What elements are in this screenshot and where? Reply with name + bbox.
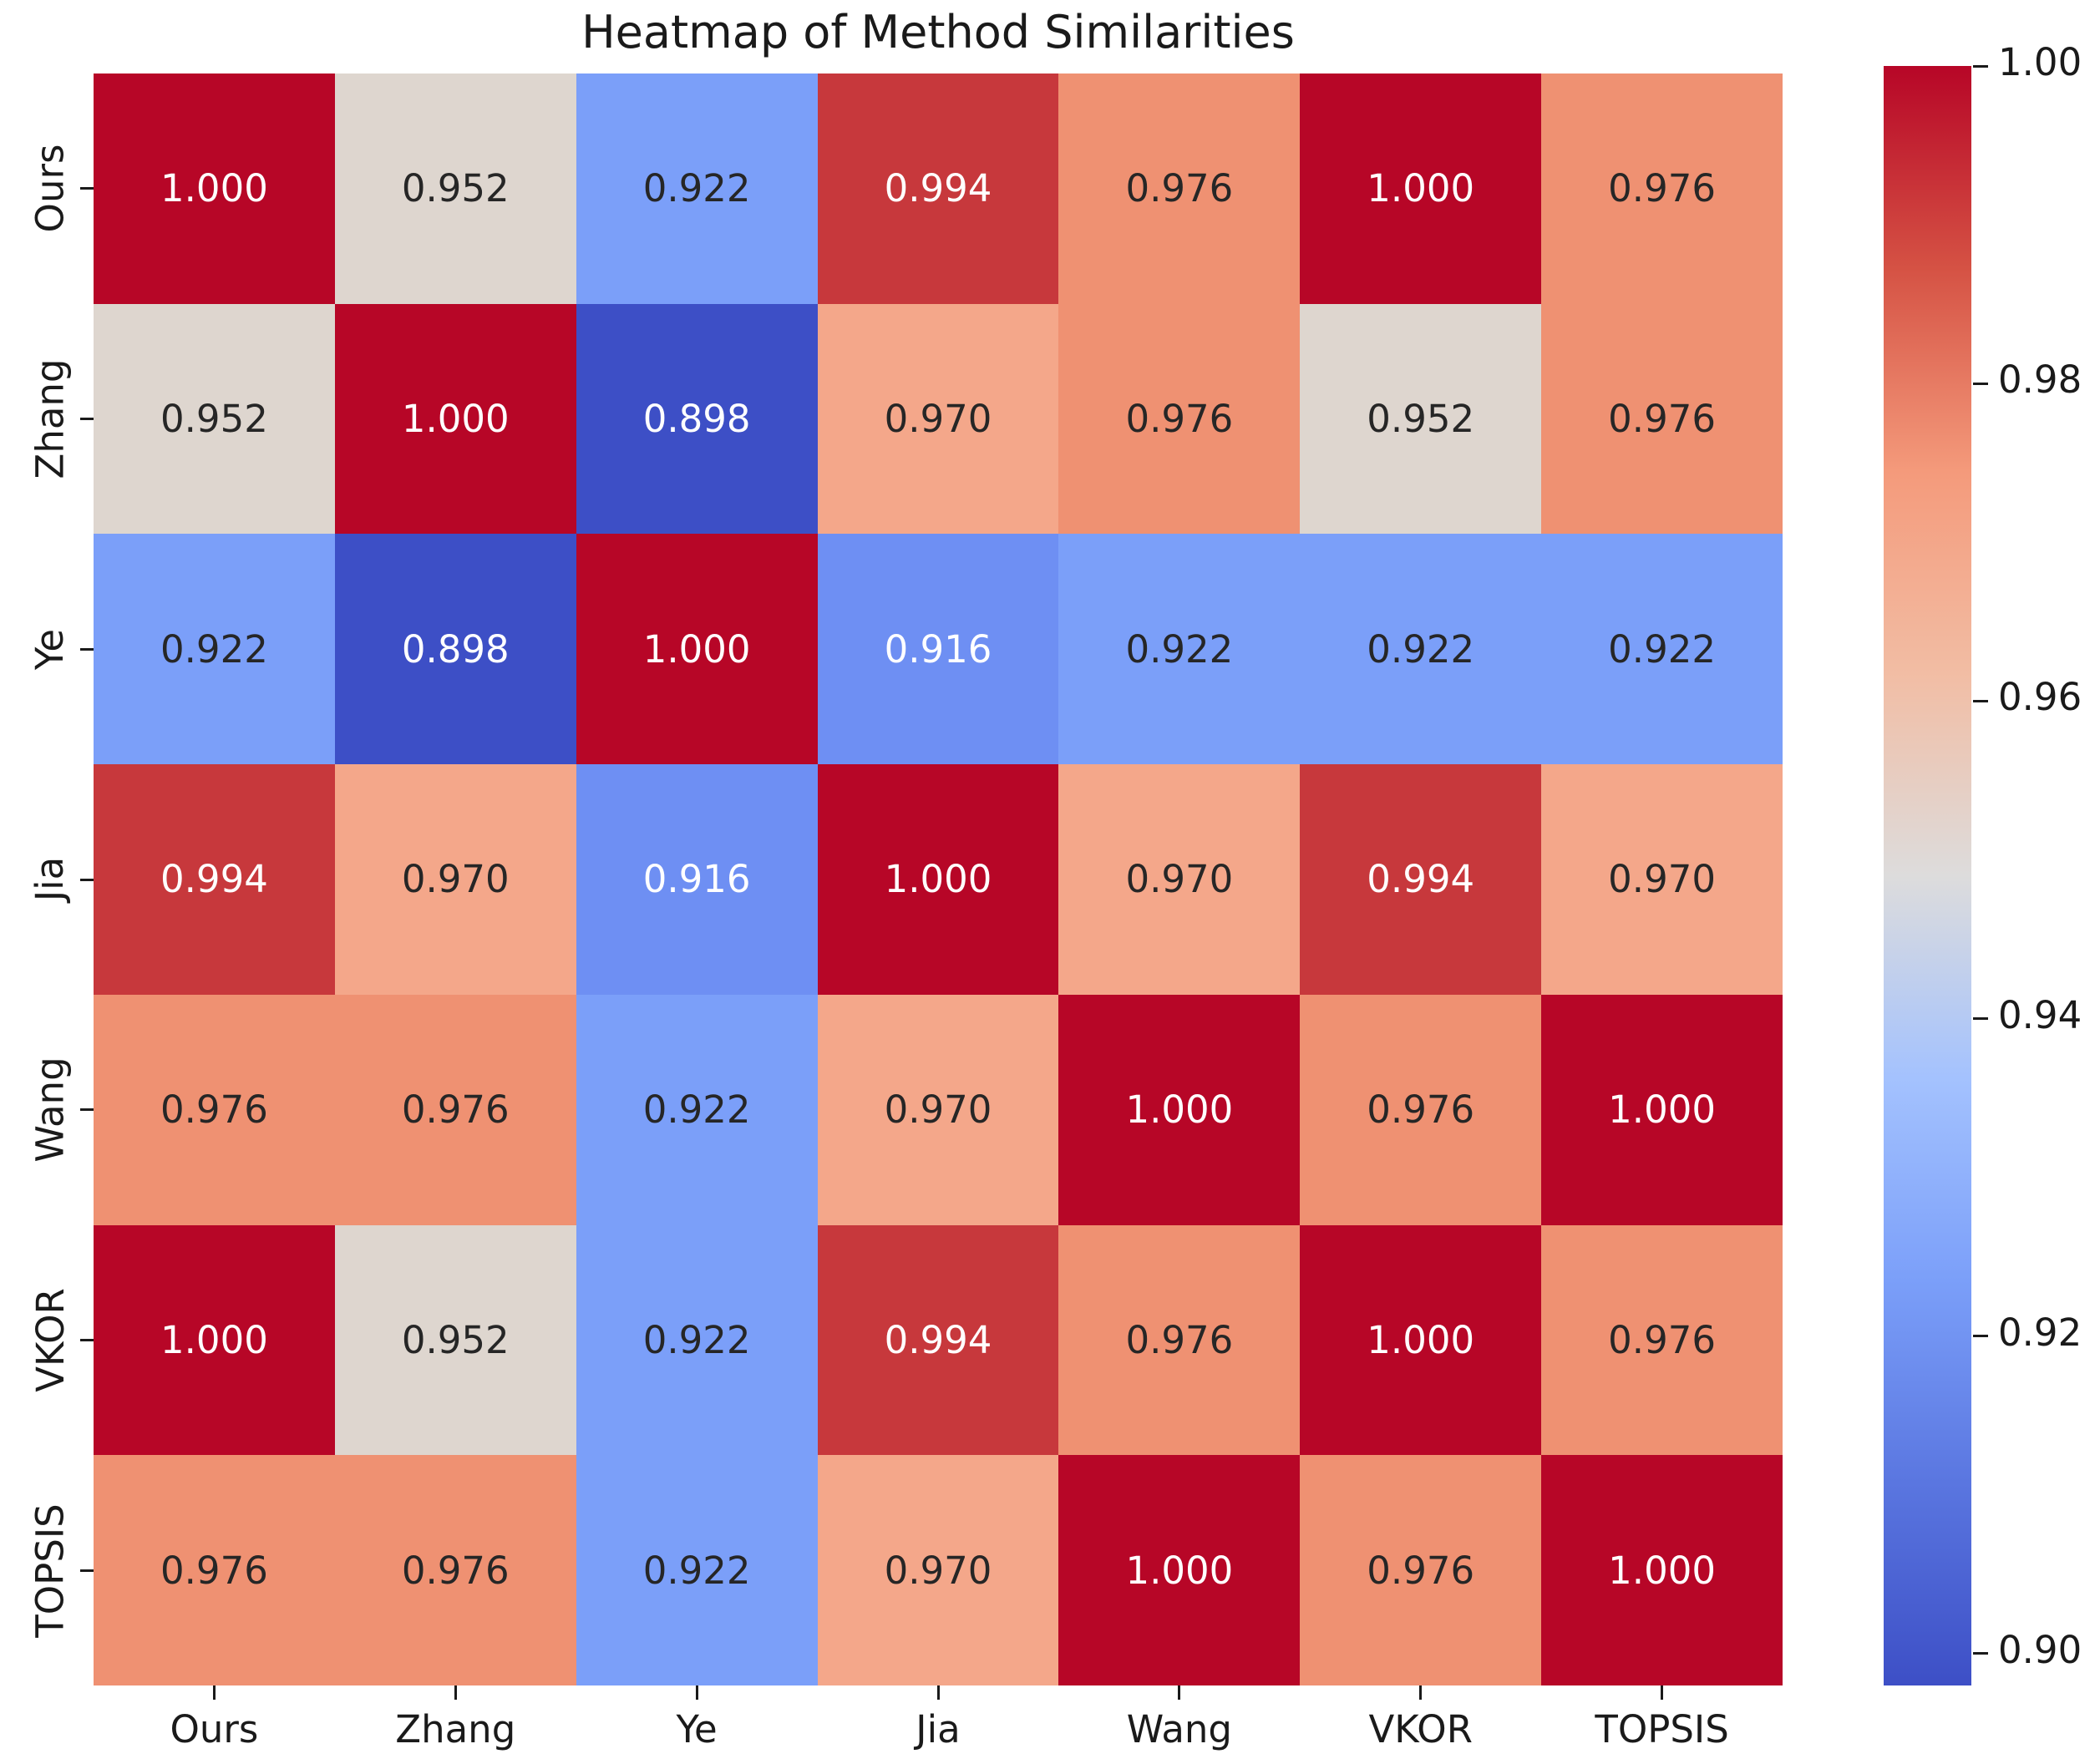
y-tick-mark [80,1569,94,1572]
x-tick-mark [1178,1685,1181,1700]
x-tick-label-Zhang: Zhang [395,1707,516,1751]
y-tick-label-text: Ye [28,628,73,670]
colorbar-tick-mark [1973,64,1988,68]
y-tick-label-text: TOPSIS [28,1503,73,1638]
colorbar-tick-mark [1973,1652,1988,1655]
heatmap-cell-VKOR-VKOR: 1.000 [1300,1224,1542,1456]
heatmap-cell-Ye-Ours: 0.922 [94,534,335,765]
heatmap-cell-Zhang-TOPSIS: 0.976 [1541,303,1783,535]
x-tick-label-Ye: Ye [676,1707,718,1751]
heatmap-cell-Jia-Jia: 1.000 [817,764,1059,995]
colorbar-tick-label: 0.98 [1998,357,2082,403]
colorbar-tick-label: 0.94 [1998,992,2082,1037]
y-tick-label-text: Jia [28,857,73,902]
heatmap-cell-Zhang-Ours: 0.952 [94,303,335,535]
heatmap-cell-Ours-VKOR: 1.000 [1300,74,1542,304]
heatmap-cell-TOPSIS-Ours: 0.976 [94,1455,335,1685]
colorbar-tick-label: 0.90 [1998,1627,2082,1672]
x-tick-label-Wang: Wang [1126,1707,1232,1751]
heatmap-cell-VKOR-Jia: 0.994 [817,1224,1059,1456]
heatmap-cell-Jia-Wang: 0.970 [1058,764,1301,995]
heatmap-cell-Zhang-Wang: 0.976 [1058,303,1301,535]
y-tick-label-text: Ours [28,144,73,233]
heatmap-cell-VKOR-Wang: 0.976 [1058,1224,1301,1456]
heatmap-cell-TOPSIS-VKOR: 0.976 [1300,1455,1542,1685]
y-tick-label-text: Zhang [28,358,73,479]
heatmap-cell-TOPSIS-Ye: 0.922 [576,1455,818,1685]
heatmap-cell-Jia-Ye: 0.916 [576,764,818,995]
heatmap-cell-Wang-VKOR: 0.976 [1300,994,1542,1225]
heatmap-cell-Ours-Ours: 1.000 [94,74,335,304]
heatmap-cell-Wang-Wang: 1.000 [1058,994,1301,1225]
heatmap-cell-Ye-VKOR: 0.922 [1300,534,1542,765]
heatmap-cell-Ye-Ye: 1.000 [576,534,818,765]
heatmap-cell-VKOR-Ours: 1.000 [94,1224,335,1456]
heatmap-cell-TOPSIS-Wang: 1.000 [1058,1455,1301,1685]
heatmap-cell-Wang-Jia: 0.970 [817,994,1059,1225]
x-tick-label-TOPSIS: TOPSIS [1595,1707,1729,1751]
heatmap-cell-VKOR-TOPSIS: 0.976 [1541,1224,1783,1456]
heatmap-cell-Ye-Jia: 0.916 [817,534,1059,765]
heatmap-cell-Zhang-Jia: 0.970 [817,303,1059,535]
heatmap-grid: 1.000 0.952 0.922 0.994 0.976 1.000 0.976 0.952… [94,74,1783,1685]
heatmap-cell-Jia-TOPSIS: 0.970 [1541,764,1783,995]
y-tick-mark [80,1108,94,1112]
x-tick-mark [1419,1685,1423,1700]
heatmap-cell-Wang-Zhang: 0.976 [334,994,576,1225]
colorbar-tick-mark [1973,1017,1988,1021]
colorbar-tick-label: 0.96 [1998,675,2082,720]
colorbar-tick-label: 1.00 [1998,40,2082,84]
y-tick-mark [80,187,94,190]
colorbar-tick-mark [1973,699,1988,702]
heatmap-cell-Ye-Wang: 0.922 [1058,534,1301,765]
y-tick-mark [80,418,94,421]
heatmap-cell-Zhang-Zhang: 1.000 [334,303,576,535]
heatmap-cell-Ours-Jia: 0.994 [817,74,1059,304]
heatmap-cell-Wang-Ours: 0.976 [94,994,335,1225]
heatmap-cell-Ye-TOPSIS: 0.922 [1541,534,1783,765]
colorbar-tick-mark [1973,1335,1988,1338]
y-tick-label-text: Wang [28,1057,73,1163]
colorbar-tick-label: 0.92 [1998,1310,2082,1355]
heatmap-cell-TOPSIS-TOPSIS: 1.000 [1541,1455,1783,1685]
heatmap-cell-VKOR-Zhang: 0.952 [334,1224,576,1456]
heatmap-cell-Jia-VKOR: 0.994 [1300,764,1542,995]
heatmap-cell-TOPSIS-Jia: 0.970 [817,1455,1059,1685]
x-tick-label-Jia: Jia [916,1707,961,1751]
x-tick-mark [454,1685,457,1700]
heatmap-cell-Ye-Zhang: 0.898 [334,534,576,765]
chart-title: Heatmap of Method Similarities [581,6,1295,58]
x-tick-mark [1661,1685,1664,1700]
y-tick-mark [80,1338,94,1341]
heatmap-cell-Zhang-Ye: 0.898 [576,303,818,535]
heatmap-cell-Ours-Wang: 0.976 [1058,74,1301,304]
y-tick-mark [80,647,94,651]
heatmap-cell-Wang-TOPSIS: 1.000 [1541,994,1783,1225]
x-tick-mark [695,1685,698,1700]
colorbar [1884,66,1971,1685]
x-tick-label-Ours: Ours [170,1707,259,1751]
heatmap-cell-Ours-TOPSIS: 0.976 [1541,74,1783,304]
heatmap-cell-VKOR-Ye: 0.922 [576,1224,818,1456]
y-tick-mark [80,878,94,881]
y-tick-label-text: VKOR [28,1288,73,1392]
x-tick-mark [212,1685,216,1700]
heatmap-cell-Jia-Ours: 0.994 [94,764,335,995]
heatmap-cell-Ours-Zhang: 0.952 [334,74,576,304]
heatmap-cell-Zhang-VKOR: 0.952 [1300,303,1542,535]
heatmap-cell-Ours-Ye: 0.922 [576,74,818,304]
x-tick-label-VKOR: VKOR [1368,1707,1473,1751]
colorbar-tick-mark [1973,382,1988,385]
heatmap-cell-Jia-Zhang: 0.970 [334,764,576,995]
x-tick-mark [936,1685,940,1700]
heatmap-cell-Wang-Ye: 0.922 [576,994,818,1225]
heatmap-cell-TOPSIS-Zhang: 0.976 [334,1455,576,1685]
